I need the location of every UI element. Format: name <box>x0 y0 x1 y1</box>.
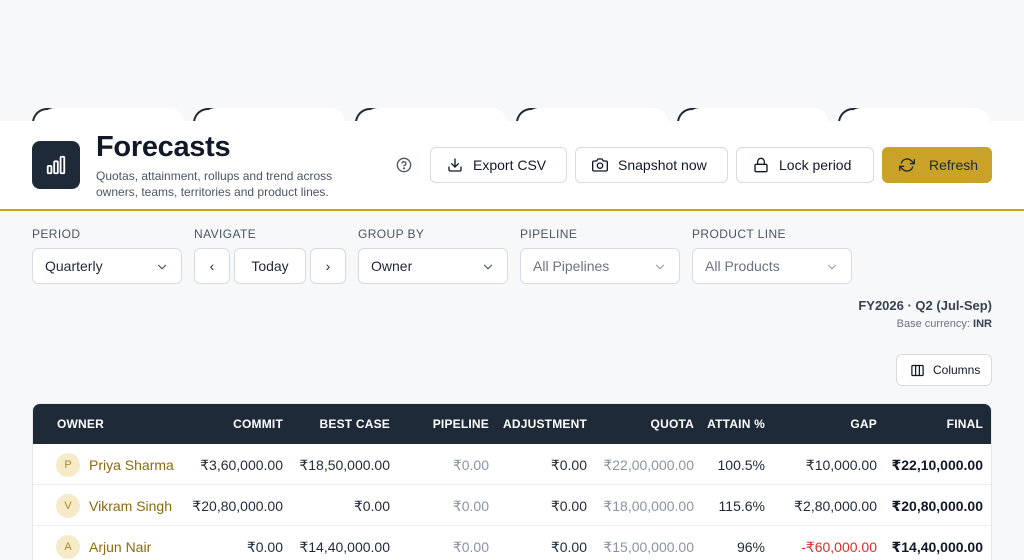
adjustment-cell[interactable]: ₹0.00 <box>550 498 587 514</box>
lock-icon <box>754 157 768 173</box>
next-period-button[interactable]: › <box>310 248 346 284</box>
base-currency: Base currency: INR <box>897 318 992 330</box>
table-row[interactable]: A Arjun Nair ₹0.00 ₹14,40,000.00 ₹0.00 ₹… <box>33 526 991 560</box>
col-gap[interactable]: GAP <box>850 417 877 431</box>
col-adjustment[interactable]: ADJUSTMENT <box>502 417 587 431</box>
currency-value: INR <box>973 318 992 330</box>
final-cell: ₹14,40,000.00 <box>891 539 984 555</box>
table-row[interactable]: V Vikram Singh ₹20,80,000.00 ₹0.00 ₹0.00… <box>33 485 991 526</box>
avatar: P <box>56 453 80 477</box>
final-cell: ₹20,80,000.00 <box>891 498 984 514</box>
attain-cell: 100.5% <box>717 457 765 473</box>
arc-shape <box>677 108 829 122</box>
forecast-table: OWNER COMMIT BEST CASE PIPELINE ADJUSTME… <box>32 403 992 560</box>
group-by-label: GROUP BY <box>358 227 425 241</box>
export-csv-button[interactable]: Export CSV <box>430 147 567 183</box>
adjustment-cell[interactable]: ₹0.00 <box>550 457 587 473</box>
pipeline-label: PIPELINE <box>520 227 578 241</box>
currency-label: Base currency: <box>896 318 970 330</box>
table-header: OWNER COMMIT BEST CASE PIPELINE ADJUSTME… <box>33 404 991 444</box>
product-line-label: PRODUCT LINE <box>692 227 786 241</box>
best-case-cell: ₹14,40,000.00 <box>299 539 390 555</box>
arc-shape <box>355 108 507 122</box>
quota-cell: ₹15,00,000.00 <box>603 539 694 555</box>
owner-name[interactable]: Arjun Nair <box>89 539 152 555</box>
refresh-icon <box>899 158 915 172</box>
avatar: V <box>56 494 80 518</box>
chart-icon <box>32 141 80 189</box>
chevron-down-icon <box>655 264 665 270</box>
pipeline-cell: ₹0.00 <box>452 539 489 555</box>
group-by-select[interactable]: Owner <box>358 248 508 284</box>
loading-arcs <box>0 108 1024 122</box>
attain-cell: 115.6% <box>718 498 765 514</box>
best-case-cell: ₹0.00 <box>353 498 390 514</box>
commit-cell: ₹20,80,000.00 <box>192 498 283 514</box>
table-row[interactable]: P Priya Sharma ₹3,60,000.00 ₹18,50,000.0… <box>33 444 991 485</box>
page-title: Forecasts <box>96 131 231 163</box>
page-subtitle: Quotas, attainment, rollups and trend ac… <box>96 169 333 199</box>
download-icon <box>448 158 462 172</box>
quota-cell: ₹18,00,000.00 <box>603 498 694 514</box>
snapshot-now-label: Snapshot now <box>618 157 707 173</box>
avatar: A <box>56 535 80 559</box>
owner-name[interactable]: Vikram Singh <box>89 498 173 514</box>
refresh-button[interactable]: Refresh <box>882 147 992 183</box>
owner-name[interactable]: Priya Sharma <box>89 457 174 473</box>
gap-cell: -₹60,000.00 <box>801 539 877 555</box>
help-icon[interactable] <box>396 157 412 173</box>
final-cell: ₹22,10,000.00 <box>891 457 984 473</box>
adjustment-cell[interactable]: ₹0.00 <box>550 539 587 555</box>
chevron-down-icon <box>157 264 167 270</box>
pipeline-cell: ₹0.00 <box>452 498 489 514</box>
today-button[interactable]: Today <box>234 248 306 284</box>
page-header: Forecasts Quotas, attainment, rollups an… <box>0 121 1024 211</box>
period-label: PERIOD <box>32 227 81 241</box>
camera-icon <box>592 158 608 172</box>
lock-period-button[interactable]: Lock period <box>736 147 874 183</box>
chevron-down-icon <box>483 264 493 270</box>
period-select[interactable]: Quarterly <box>32 248 182 284</box>
navigate-label: NAVIGATE <box>194 227 257 241</box>
commit-cell: ₹3,60,000.00 <box>200 457 283 473</box>
arc-shape <box>193 108 345 122</box>
col-best-case[interactable]: BEST CASE <box>319 417 390 431</box>
refresh-label: Refresh <box>929 157 979 173</box>
col-owner[interactable]: OWNER <box>57 417 104 431</box>
period-title: FY2026 · Q2 (Jul-Sep) <box>858 298 992 313</box>
snapshot-now-button[interactable]: Snapshot now <box>575 147 728 183</box>
pipeline-select[interactable]: All Pipelines <box>520 248 680 284</box>
quota-cell: ₹22,00,000.00 <box>603 457 694 473</box>
export-csv-label: Export CSV <box>473 157 547 173</box>
chevron-down-icon <box>827 264 837 270</box>
attain-cell: 96% <box>736 539 765 555</box>
commit-cell: ₹0.00 <box>246 539 283 555</box>
arc-shape <box>32 108 184 122</box>
period-value: Quarterly <box>45 258 103 274</box>
gap-cell: ₹10,000.00 <box>805 457 877 473</box>
col-attain[interactable]: ATTAIN % <box>707 417 765 431</box>
product-line-value: All Products <box>705 258 780 274</box>
best-case-cell: ₹18,50,000.00 <box>299 457 390 473</box>
pipeline-value: All Pipelines <box>533 258 610 274</box>
group-by-value: Owner <box>371 258 413 274</box>
columns-icon <box>911 364 924 376</box>
col-final[interactable]: FINAL <box>946 417 983 431</box>
columns-label: Columns <box>933 363 981 377</box>
prev-period-button[interactable]: ‹ <box>194 248 230 284</box>
columns-button[interactable]: Columns <box>896 354 992 386</box>
product-line-select[interactable]: All Products <box>692 248 852 284</box>
arc-shape <box>516 108 668 122</box>
lock-period-label: Lock period <box>779 157 852 173</box>
col-pipeline[interactable]: PIPELINE <box>432 417 489 431</box>
col-quota[interactable]: QUOTA <box>650 417 694 431</box>
arc-shape <box>838 108 990 122</box>
pipeline-cell: ₹0.00 <box>452 457 489 473</box>
col-commit[interactable]: COMMIT <box>233 417 283 431</box>
gap-cell: ₹2,80,000.00 <box>794 498 877 514</box>
